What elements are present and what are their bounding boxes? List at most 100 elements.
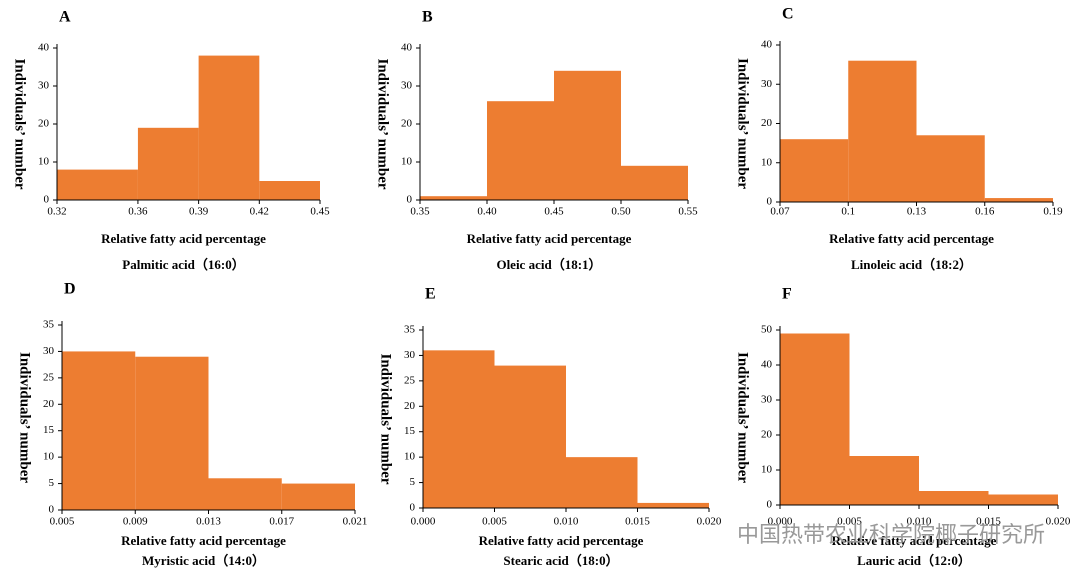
bar: [554, 70, 621, 200]
y-tick-label: 20: [761, 117, 773, 129]
x-axis-label: Relative fatty acid percentage: [829, 231, 994, 246]
y-tick-label: 0: [44, 194, 50, 206]
bar: [919, 491, 989, 505]
y-axis-label: Individuals’ number: [12, 58, 28, 189]
y-tick-label: 10: [38, 156, 50, 168]
y-tick-label: 15: [43, 424, 55, 436]
y-tick-label: 10: [761, 156, 773, 168]
y-tick-label: 30: [761, 394, 773, 406]
y-tick-label: 5: [410, 476, 416, 488]
y-tick-label: 10: [404, 451, 416, 463]
subtitle: Lauric acid（12:0）: [857, 553, 971, 568]
x-tick-label: 0.017: [269, 516, 294, 528]
y-tick-label: 40: [38, 42, 50, 54]
panel-label: C: [782, 6, 794, 23]
x-tick-label: 0.35: [410, 206, 430, 218]
y-axis-label: Individuals’ number: [735, 352, 751, 483]
y-axis-label: Individuals’ number: [735, 58, 751, 189]
bar: [566, 457, 638, 508]
bar: [984, 198, 1053, 202]
x-tick-label: 0.1: [841, 206, 855, 218]
x-tick-label: 0.36: [128, 206, 148, 218]
y-tick-label: 25: [404, 374, 416, 386]
x-tick-label: 0.020: [697, 516, 722, 528]
y-axis-label: Individuals’ number: [375, 58, 391, 189]
x-axis-label: Relative fatty acid percentage: [121, 533, 286, 548]
subtitle: Oleic acid（18:1）: [496, 257, 601, 272]
bar: [281, 483, 355, 510]
x-tick-label: 0.55: [678, 206, 698, 218]
x-tick-label: 0.45: [544, 206, 564, 218]
x-tick-label: 0.000: [411, 516, 436, 528]
bar: [780, 139, 849, 202]
y-tick-label: 40: [761, 359, 773, 371]
bar: [135, 356, 209, 510]
x-axis-label: Relative fatty acid percentage: [832, 533, 997, 548]
y-tick-label: 5: [49, 477, 55, 489]
bar: [259, 181, 320, 200]
y-tick-label: 40: [401, 42, 413, 54]
panel-label: D: [64, 281, 76, 298]
x-tick-label: 0.015: [625, 516, 650, 528]
y-axis-label: Individuals’ number: [17, 352, 33, 483]
y-tick-label: 20: [401, 118, 413, 130]
bar: [137, 127, 199, 200]
x-tick-label: 0.005: [837, 516, 862, 528]
x-tick-label: 0.19: [1043, 206, 1063, 218]
x-tick-label: 0.010: [907, 516, 932, 528]
y-tick-label: 20: [38, 118, 50, 130]
y-tick-label: 0: [767, 196, 773, 208]
x-tick-label: 0.010: [554, 516, 579, 528]
panel-label: B: [422, 9, 433, 26]
x-tick-label: 0.021: [343, 516, 368, 528]
x-tick-label: 0.015: [976, 516, 1001, 528]
bar: [208, 478, 282, 510]
y-tick-label: 20: [761, 429, 773, 441]
y-tick-label: 30: [38, 80, 50, 92]
bar: [62, 351, 136, 510]
y-tick-label: 25: [43, 371, 55, 383]
y-tick-label: 30: [401, 80, 413, 92]
x-tick-label: 0.020: [1046, 516, 1071, 528]
y-tick-label: 15: [404, 425, 416, 437]
bar: [198, 55, 260, 200]
y-tick-label: 50: [761, 324, 773, 336]
subtitle: Stearic acid（18:0）: [503, 553, 618, 568]
x-tick-label: 0.50: [611, 206, 631, 218]
bar: [848, 60, 917, 203]
y-tick-label: 30: [404, 349, 416, 361]
y-tick-label: 10: [43, 451, 55, 463]
subtitle: Myristic acid（14:0）: [142, 553, 265, 568]
y-tick-label: 0: [407, 194, 413, 206]
x-axis-label: Relative fatty acid percentage: [479, 533, 644, 548]
y-tick-label: 35: [43, 319, 55, 331]
y-axis-label: Individuals’ number: [378, 353, 394, 484]
x-tick-label: 0.45: [310, 206, 330, 218]
x-tick-label: 0.009: [123, 516, 148, 528]
bar: [494, 365, 566, 508]
panel-label: F: [782, 286, 792, 303]
x-tick-label: 0.013: [196, 516, 221, 528]
y-tick-label: 40: [761, 39, 773, 51]
bar: [57, 169, 138, 200]
x-tick-label: 0.005: [50, 516, 75, 528]
y-tick-label: 20: [43, 398, 55, 410]
x-tick-label: 0.39: [189, 206, 209, 218]
bar: [621, 165, 688, 200]
y-tick-label: 30: [761, 78, 773, 90]
bar: [780, 333, 850, 505]
x-axis-label: Relative fatty acid percentage: [101, 231, 266, 246]
y-tick-label: 10: [401, 156, 413, 168]
x-axis-label: Relative fatty acid percentage: [467, 231, 632, 246]
bar: [988, 494, 1058, 505]
watermark: 中国热带农业科学院椰子研究所: [737, 523, 1045, 548]
subtitle: Palmitic acid（16:0）: [122, 257, 244, 272]
subtitle: Linoleic acid（18:2）: [851, 257, 972, 272]
x-tick-label: 0.40: [477, 206, 497, 218]
y-tick-label: 0: [49, 504, 55, 516]
y-tick-label: 30: [43, 345, 55, 357]
bar: [487, 101, 554, 200]
bar: [916, 135, 985, 202]
y-tick-label: 0: [410, 502, 416, 514]
